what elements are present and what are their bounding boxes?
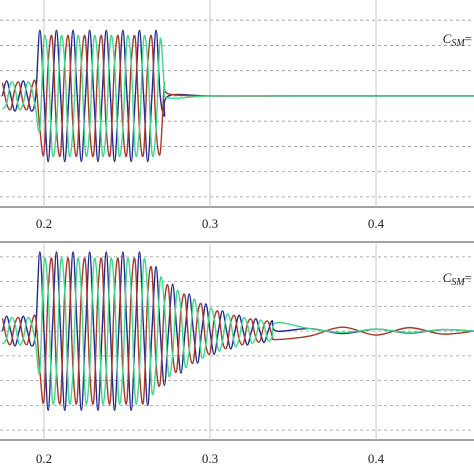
annotation-subscript: SM: [451, 38, 465, 49]
x-tick-label: 0.3: [202, 451, 218, 466]
x-tick-label: 0.2: [36, 216, 52, 231]
annotation-symbol: C: [443, 270, 452, 285]
waveform: [1, 257, 474, 405]
annotation: CSM=: [443, 31, 472, 49]
annotation-suffix: =: [465, 31, 472, 46]
annotation-symbol: C: [443, 31, 452, 46]
x-tick-label: 0.3: [202, 216, 218, 231]
annotation-subscript: SM: [451, 277, 465, 288]
waveform: [1, 34, 474, 158]
x-tick-label: 0.4: [368, 451, 385, 466]
waveform: [1, 251, 474, 412]
annotation-suffix: =: [465, 270, 472, 285]
x-tick-label: 0.4: [368, 216, 385, 231]
waveform: [1, 257, 474, 405]
x-tick-label: 0.2: [36, 451, 52, 466]
annotation: CSM=: [443, 270, 472, 288]
